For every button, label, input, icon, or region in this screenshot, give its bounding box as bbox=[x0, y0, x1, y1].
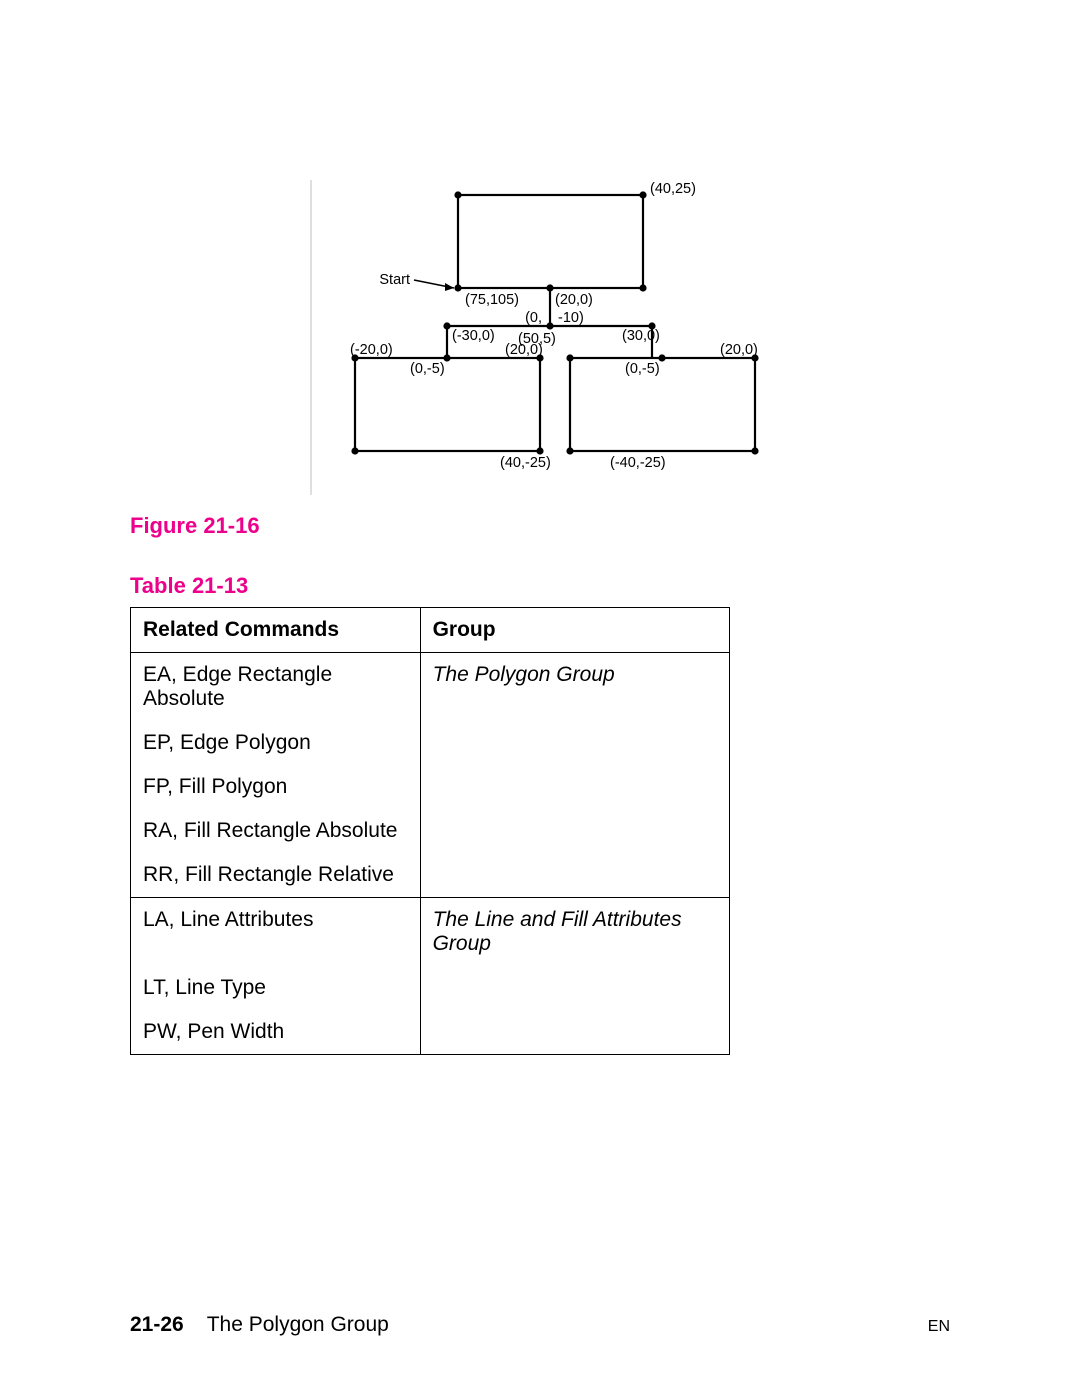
svg-text:(20,0): (20,0) bbox=[555, 292, 593, 308]
figure-container: (40,25) Start (75,105) (20,0) (0, -10) (-30,0)… bbox=[130, 180, 950, 495]
table-row: LT, Line Type bbox=[131, 966, 730, 1010]
figure-diagram: (40,25) Start (75,105) (20,0) (0, -10) (-30,0)… bbox=[310, 180, 770, 495]
group-cell bbox=[420, 853, 729, 898]
footer-lang: EN bbox=[928, 1318, 950, 1336]
svg-text:(20,0): (20,0) bbox=[505, 342, 543, 358]
table-row: EP, Edge Polygon bbox=[131, 721, 730, 765]
related-commands-table: Related Commands Group EA, Edge Rectangl… bbox=[130, 607, 730, 1055]
group-cell: The Polygon Group bbox=[420, 653, 729, 722]
group-cell: The Line and Fill Attributes Group bbox=[420, 898, 729, 967]
table-header-group: Group bbox=[420, 608, 729, 653]
page-number: 21-26 bbox=[130, 1313, 184, 1336]
command-cell: PW, Pen Width bbox=[131, 1010, 421, 1055]
svg-text:(-20,0): (-20,0) bbox=[350, 342, 393, 358]
svg-text:(20,0): (20,0) bbox=[720, 342, 758, 358]
command-cell: EA, Edge Rectangle Absolute bbox=[131, 653, 421, 722]
svg-text:(0,-5): (0,-5) bbox=[410, 361, 445, 377]
table-row: LA, Line AttributesThe Line and Fill Att… bbox=[131, 898, 730, 967]
page-footer: 21-26 The Polygon Group EN bbox=[130, 1313, 950, 1337]
table-row: PW, Pen Width bbox=[131, 1010, 730, 1055]
table-row: FP, Fill Polygon bbox=[131, 765, 730, 809]
table-row: RA, Fill Rectangle Absolute bbox=[131, 809, 730, 853]
figure-caption: Figure 21-16 bbox=[130, 513, 950, 539]
svg-text:(30,0): (30,0) bbox=[622, 328, 660, 344]
svg-text:-10): -10) bbox=[558, 310, 584, 326]
group-cell bbox=[420, 809, 729, 853]
command-cell: RR, Fill Rectangle Relative bbox=[131, 853, 421, 898]
group-cell bbox=[420, 765, 729, 809]
svg-text:(40,-25): (40,-25) bbox=[500, 455, 551, 471]
command-cell: EP, Edge Polygon bbox=[131, 721, 421, 765]
svg-text:(75,105): (75,105) bbox=[465, 292, 519, 308]
table-caption: Table 21-13 bbox=[130, 573, 950, 599]
svg-text:(40,25): (40,25) bbox=[650, 181, 696, 197]
table-row: RR, Fill Rectangle Relative bbox=[131, 853, 730, 898]
section-title: The Polygon Group bbox=[207, 1313, 389, 1336]
page-root: (40,25) Start (75,105) (20,0) (0, -10) (-30,0)… bbox=[0, 0, 1080, 1397]
group-cell bbox=[420, 966, 729, 1010]
command-cell: RA, Fill Rectangle Absolute bbox=[131, 809, 421, 853]
group-cell bbox=[420, 721, 729, 765]
group-cell bbox=[420, 1010, 729, 1055]
table-header-row: Related Commands Group bbox=[131, 608, 730, 653]
command-cell: FP, Fill Polygon bbox=[131, 765, 421, 809]
svg-text:Start: Start bbox=[379, 272, 410, 288]
svg-text:(0,-5): (0,-5) bbox=[625, 361, 660, 377]
command-cell: LT, Line Type bbox=[131, 966, 421, 1010]
svg-text:(-30,0): (-30,0) bbox=[452, 328, 495, 344]
svg-text:(-40,-25): (-40,-25) bbox=[610, 455, 666, 471]
table-row: EA, Edge Rectangle AbsoluteThe Polygon G… bbox=[131, 653, 730, 722]
svg-text:(0,: (0, bbox=[525, 310, 542, 326]
footer-left: 21-26 The Polygon Group bbox=[130, 1313, 389, 1337]
table-header-commands: Related Commands bbox=[131, 608, 421, 653]
command-cell: LA, Line Attributes bbox=[131, 898, 421, 967]
